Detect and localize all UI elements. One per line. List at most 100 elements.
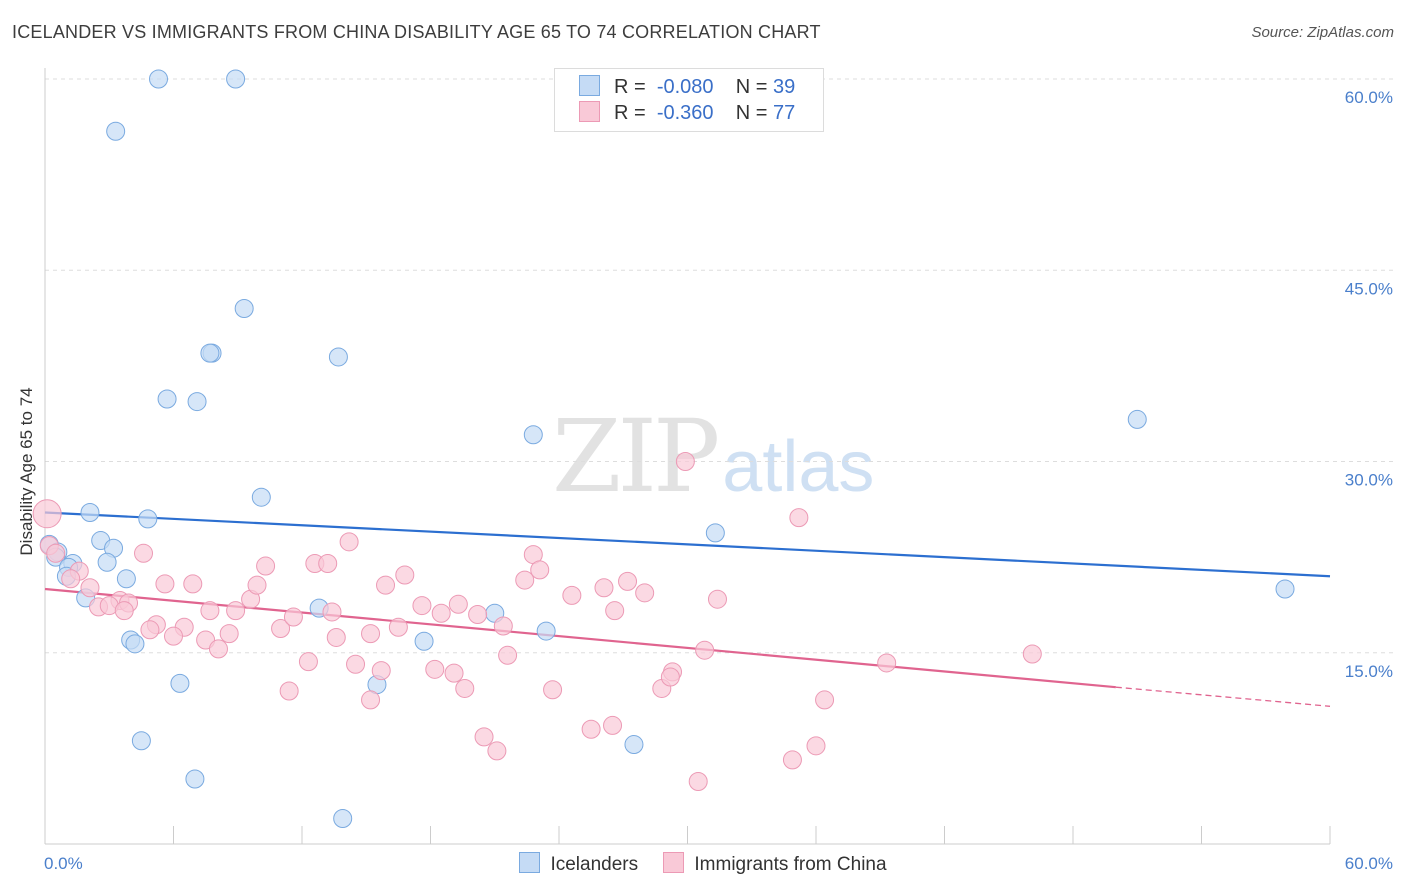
legend-row-china: R = -0.360 N = 77 [579, 101, 795, 127]
point-icelanders [328, 347, 348, 367]
legend-swatch-icelanders [579, 75, 600, 96]
point-icelanders [200, 343, 220, 363]
trend-lines [44, 511, 1331, 707]
point-china [815, 690, 835, 710]
point-china [279, 681, 299, 701]
point-icelanders [138, 509, 158, 529]
data-points [32, 69, 1295, 828]
point-china [298, 652, 318, 672]
correlation-legend: R = -0.080 N = 39 R = -0.360 N = 77 [554, 68, 824, 132]
point-icelanders [106, 121, 126, 141]
point-china [32, 499, 62, 529]
point-china [412, 596, 432, 616]
legend-swatch-icelanders [519, 852, 541, 873]
point-china [183, 574, 203, 594]
point-icelanders [187, 392, 207, 412]
point-china [487, 741, 507, 761]
point-china [361, 690, 381, 710]
legend-r-value: -0.080 [656, 76, 714, 98]
legend-n-label: N = [735, 102, 768, 124]
point-china [326, 627, 346, 647]
point-icelanders [157, 389, 177, 409]
point-china [164, 626, 183, 646]
y-tick-label: 15.0% [1345, 662, 1393, 681]
legend-r-value: -0.360 [656, 102, 714, 124]
axis-labels: 15.0% 30.0% 45.0% 60.0% 0.0% 60.0% Disability … [17, 88, 1393, 873]
axes [44, 68, 1331, 845]
trend-line-icelanders [44, 511, 1331, 578]
point-china [1022, 644, 1042, 664]
point-china [806, 736, 826, 756]
point-china [388, 617, 408, 637]
point-china [431, 603, 451, 623]
point-china [140, 620, 160, 640]
watermark: ZIPatlas [552, 398, 874, 515]
point-china [594, 578, 614, 598]
point-china [707, 589, 727, 609]
point-china [789, 508, 809, 528]
point-china [226, 601, 246, 621]
point-china [247, 575, 267, 595]
point-china [271, 619, 291, 639]
x-tick-label: 0.0% [44, 854, 83, 873]
legend-swatch-china [663, 852, 685, 873]
point-china [219, 624, 239, 644]
point-china [782, 750, 802, 770]
point-icelanders [251, 487, 271, 507]
legend-item-icelanders[interactable]: Icelanders [519, 852, 638, 876]
point-china [376, 575, 396, 595]
y-axis-title: Disability Age 65 to 74 [17, 387, 36, 555]
legend-r-label: R = [614, 76, 646, 98]
point-china [339, 532, 359, 552]
watermark-atlas: atlas [722, 427, 875, 507]
point-china [581, 719, 601, 739]
legend-n-label: N = [735, 76, 768, 98]
source-label: Source: ZipAtlas.com [1251, 24, 1394, 41]
point-icelanders [226, 69, 246, 89]
trend-line-china [44, 587, 1116, 689]
point-china [444, 663, 464, 683]
y-tick-label: 60.0% [1345, 88, 1393, 107]
point-china [515, 570, 535, 590]
point-china [425, 659, 445, 679]
gridlines [45, 78, 1395, 654]
point-china [543, 680, 563, 700]
point-icelanders [705, 523, 725, 543]
x-tick-label: 60.0% [1345, 854, 1393, 873]
point-icelanders [1275, 579, 1295, 599]
point-china [493, 616, 513, 636]
point-icelanders [414, 631, 434, 651]
point-china [318, 554, 338, 573]
series-legend: Icelanders Immigrants from China [0, 852, 1406, 876]
chart-title: ICELANDER VS IMMIGRANTS FROM CHINA DISAB… [12, 22, 821, 42]
legend-n-value: 39 [773, 76, 796, 98]
point-icelanders [234, 299, 254, 318]
point-icelanders [624, 735, 644, 755]
point-china [605, 601, 625, 621]
point-china [346, 654, 366, 674]
legend-n-value: 77 [773, 102, 796, 124]
point-china [200, 601, 220, 621]
point-china [322, 602, 342, 622]
point-china [80, 578, 100, 598]
point-china [46, 543, 66, 563]
legend-item-china[interactable]: Immigrants from China [663, 852, 887, 876]
point-china [208, 639, 228, 659]
legend-swatch-china [579, 101, 600, 122]
point-icelanders [149, 69, 169, 89]
point-china [371, 661, 391, 681]
point-china [283, 607, 303, 627]
legend-r-label: R = [614, 102, 646, 124]
y-tick-label: 30.0% [1345, 471, 1393, 490]
point-china [155, 574, 175, 594]
point-icelanders [116, 569, 136, 589]
point-china [498, 645, 518, 665]
point-china [695, 640, 715, 660]
point-icelanders [97, 552, 117, 572]
point-china [134, 543, 154, 563]
point-china [562, 585, 582, 605]
point-china [256, 556, 276, 576]
point-china [474, 727, 494, 747]
point-china [877, 653, 897, 673]
